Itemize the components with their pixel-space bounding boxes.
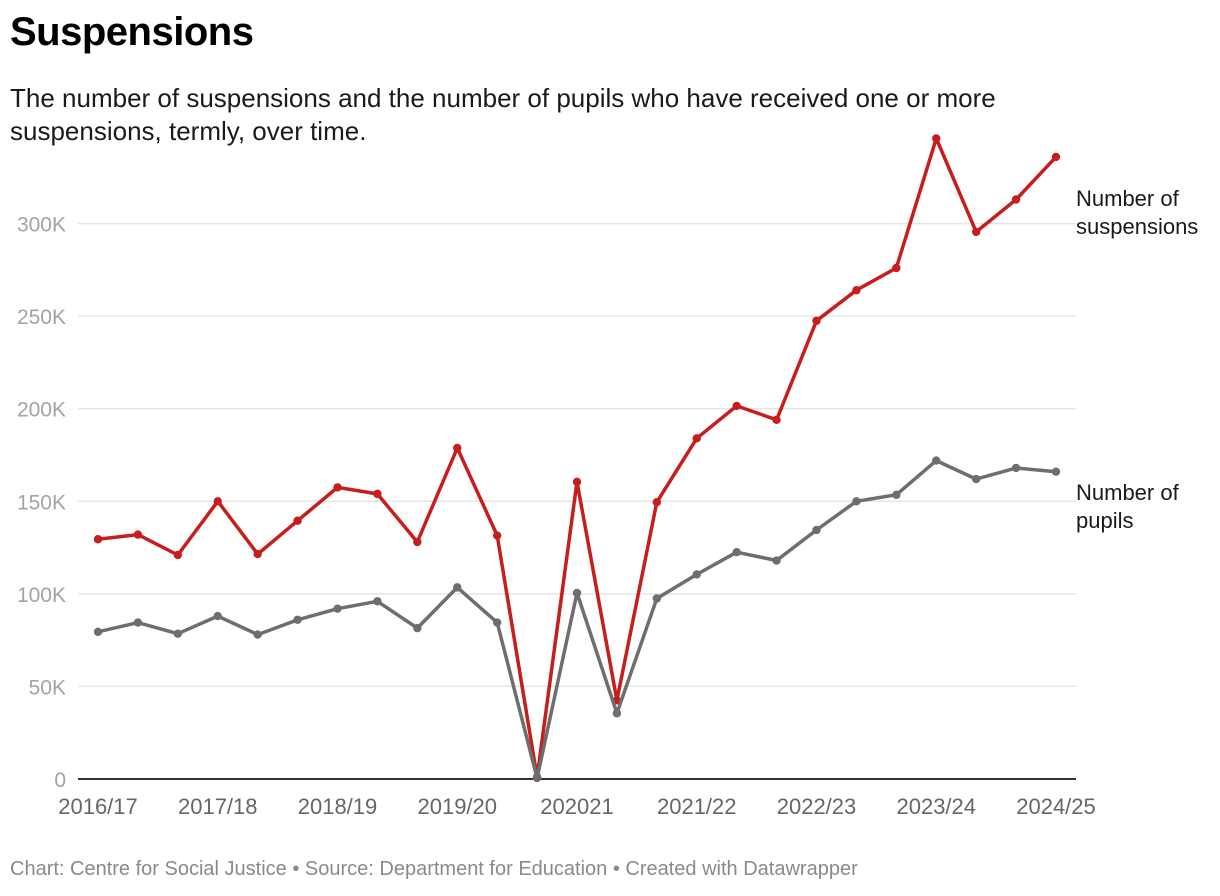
y-tick-label: 200K bbox=[17, 399, 66, 422]
suspensions-series-label: suspensions bbox=[1076, 214, 1198, 239]
pupils-data-point bbox=[1051, 467, 1061, 476]
pupils-data-point bbox=[932, 456, 941, 465]
pupils-data-point bbox=[812, 525, 821, 535]
pupils-data-point bbox=[971, 474, 981, 484]
pupils-series-line bbox=[96, 458, 1058, 780]
x-tick-label: 2021/22 bbox=[657, 794, 737, 819]
pupils-data-point bbox=[93, 627, 103, 637]
pupils-data-point bbox=[373, 597, 382, 606]
suspensions-data-point bbox=[971, 227, 981, 237]
pupils-data-point bbox=[453, 583, 462, 592]
suspensions-data-point bbox=[373, 489, 382, 499]
chart-footer-credit: Chart: Centre for Social Justice • Sourc… bbox=[10, 858, 858, 880]
x-tick-label: 202021 bbox=[540, 794, 613, 819]
pupils-data-point bbox=[572, 588, 582, 598]
suspensions-data-point bbox=[572, 477, 582, 487]
x-tick-label: 2016/17 bbox=[58, 794, 138, 819]
pupils-data-point bbox=[892, 490, 901, 500]
pupils-data-point bbox=[333, 604, 342, 613]
x-tick-label: 2017/18 bbox=[178, 794, 258, 819]
pupils-data-point bbox=[732, 548, 741, 557]
suspensions-data-point bbox=[413, 537, 422, 547]
y-tick-label: 0 bbox=[54, 769, 66, 792]
suspensions-data-point bbox=[1011, 195, 1021, 204]
suspensions-data-point bbox=[732, 401, 741, 411]
pupils-data-point bbox=[692, 570, 701, 579]
suspensions-data-point bbox=[852, 286, 861, 295]
pupils-data-point bbox=[492, 618, 502, 627]
x-tick-label: 2018/19 bbox=[298, 794, 378, 819]
suspensions-data-point bbox=[333, 483, 342, 492]
pupils-data-point bbox=[1011, 463, 1021, 473]
suspensions-data-point bbox=[453, 443, 462, 453]
pupils-data-point bbox=[253, 630, 262, 639]
x-tick-label: 2024/25 bbox=[1016, 794, 1096, 819]
suspensions-series-line bbox=[96, 136, 1058, 779]
pupils-data-point bbox=[173, 629, 183, 638]
suspensions-data-point bbox=[812, 316, 821, 325]
pupils-series-label: Number of bbox=[1076, 480, 1180, 505]
suspensions-data-point bbox=[93, 535, 103, 544]
y-tick-label: 300K bbox=[17, 214, 66, 237]
pupils-data-point bbox=[133, 618, 143, 627]
x-tick-label: 2022/23 bbox=[777, 794, 857, 819]
suspensions-data-point bbox=[652, 498, 662, 507]
y-tick-label: 100K bbox=[17, 584, 66, 607]
pupils-data-point bbox=[852, 497, 861, 506]
pupils-data-point bbox=[413, 623, 422, 633]
pupils-series-label: pupils bbox=[1076, 508, 1133, 533]
pupils-data-point bbox=[213, 611, 222, 621]
suspensions-data-point bbox=[173, 550, 183, 560]
suspensions-data-point bbox=[692, 434, 701, 443]
suspensions-series-label: Number of bbox=[1076, 186, 1180, 211]
suspensions-data-point bbox=[213, 497, 222, 506]
chart-subtitle: The number of suspensions and the number… bbox=[10, 83, 996, 146]
suspensions-data-point bbox=[253, 549, 262, 559]
y-tick-label: 150K bbox=[17, 491, 66, 514]
suspensions-data-point bbox=[892, 263, 901, 273]
y-tick-label: 50K bbox=[29, 676, 66, 699]
y-tick-label: 250K bbox=[17, 306, 66, 329]
x-tick-label: 2019/20 bbox=[417, 794, 497, 819]
chart-title: Suspensions bbox=[10, 10, 254, 54]
suspensions-data-point bbox=[133, 530, 143, 539]
suspensions-data-point bbox=[1051, 152, 1061, 162]
x-tick-label: 2023/24 bbox=[896, 794, 976, 819]
pupils-data-point bbox=[612, 709, 622, 718]
pupils-data-point bbox=[652, 594, 662, 603]
pupils-data-point bbox=[772, 556, 781, 565]
suspensions-data-point bbox=[492, 531, 502, 540]
suspensions-data-point bbox=[772, 415, 781, 425]
suspensions-data-point bbox=[293, 516, 302, 525]
pupils-data-point bbox=[532, 773, 542, 783]
pupils-data-point bbox=[293, 615, 302, 624]
suspensions-data-point bbox=[932, 134, 941, 143]
